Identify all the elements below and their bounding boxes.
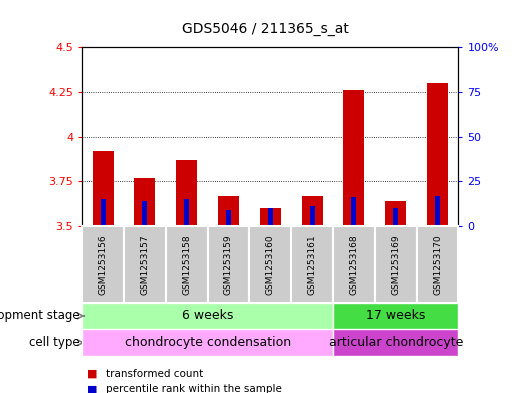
Bar xyxy=(135,178,155,226)
Bar xyxy=(435,196,440,226)
Bar xyxy=(310,206,315,226)
Bar xyxy=(393,208,398,226)
Bar xyxy=(291,226,333,303)
Bar xyxy=(333,226,375,303)
Bar xyxy=(427,83,448,226)
Bar xyxy=(351,197,357,226)
Text: 17 weeks: 17 weeks xyxy=(366,309,426,323)
Bar xyxy=(375,226,417,303)
Text: GDS5046 / 211365_s_at: GDS5046 / 211365_s_at xyxy=(182,22,348,36)
Text: GSM1253169: GSM1253169 xyxy=(391,234,400,295)
Bar xyxy=(82,226,124,303)
Text: GSM1253157: GSM1253157 xyxy=(140,234,149,295)
Bar xyxy=(176,160,197,226)
Text: ■: ■ xyxy=(87,369,98,379)
Text: ■: ■ xyxy=(87,384,98,393)
Bar xyxy=(218,196,239,226)
Bar xyxy=(101,199,105,226)
Text: GSM1253159: GSM1253159 xyxy=(224,234,233,295)
Bar xyxy=(250,226,291,303)
Bar xyxy=(124,226,166,303)
Text: cell type: cell type xyxy=(29,336,80,349)
Text: development stage: development stage xyxy=(0,309,80,323)
Text: 6 weeks: 6 weeks xyxy=(182,309,233,323)
Bar xyxy=(268,208,273,226)
Bar xyxy=(343,90,364,226)
Text: GSM1253168: GSM1253168 xyxy=(349,234,358,295)
Bar xyxy=(417,226,458,303)
Bar xyxy=(260,208,281,226)
Bar xyxy=(82,303,333,329)
Text: GSM1253160: GSM1253160 xyxy=(266,234,275,295)
Bar xyxy=(385,201,406,226)
Bar xyxy=(143,201,147,226)
Text: GSM1253161: GSM1253161 xyxy=(307,234,316,295)
Text: GSM1253156: GSM1253156 xyxy=(99,234,108,295)
Bar xyxy=(82,329,333,356)
Text: transformed count: transformed count xyxy=(106,369,203,379)
Bar xyxy=(333,329,458,356)
Text: articular chondrocyte: articular chondrocyte xyxy=(329,336,463,349)
Bar xyxy=(302,196,323,226)
Text: GSM1253170: GSM1253170 xyxy=(433,234,442,295)
Text: chondrocyte condensation: chondrocyte condensation xyxy=(125,336,290,349)
Text: GSM1253158: GSM1253158 xyxy=(182,234,191,295)
Text: percentile rank within the sample: percentile rank within the sample xyxy=(106,384,282,393)
Bar xyxy=(208,226,250,303)
Bar xyxy=(93,151,113,226)
Bar xyxy=(226,210,231,226)
Bar xyxy=(166,226,208,303)
Bar xyxy=(333,303,458,329)
Bar xyxy=(184,199,189,226)
